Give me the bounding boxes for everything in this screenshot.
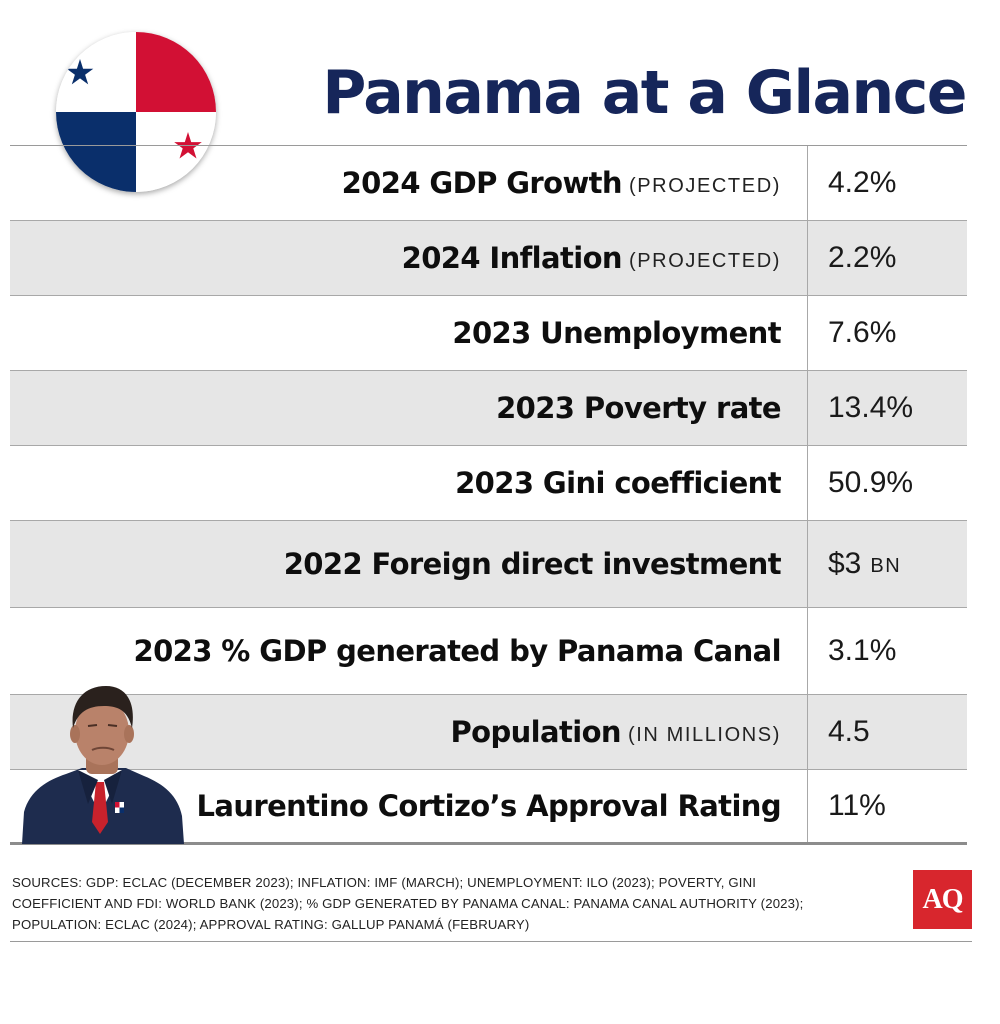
row-value-text: 2.2% (828, 241, 897, 274)
column-divider (807, 221, 808, 295)
row-value-text: 11% (828, 789, 886, 822)
row-label-note: (PROJECTED) (628, 249, 781, 272)
table-row: 2023 Unemployment 7.6% (10, 296, 967, 371)
aq-logo: AQ (913, 870, 972, 929)
table-row: 2023 Gini coefficient 50.9% (10, 446, 967, 521)
row-label: 2023 Poverty rate (496, 371, 782, 445)
row-value: 3.1% (828, 608, 896, 694)
row-label-text: 2024 GDP Growth (341, 166, 623, 200)
footer-rule (10, 941, 972, 942)
table-row: 2024 Inflation (PROJECTED) 2.2% (10, 221, 967, 296)
row-label-text: 2023 Unemployment (452, 316, 781, 350)
row-label: 2023 Gini coefficient (455, 446, 782, 520)
row-value-text: 7.6% (828, 316, 897, 349)
row-label: 2023 Unemployment (452, 296, 781, 370)
table-row: 2023 Poverty rate 13.4% (10, 371, 967, 446)
row-value-text: 4.5 (828, 715, 870, 748)
row-label-text: 2023 Poverty rate (496, 391, 782, 425)
row-label-text: 2023 Gini coefficient (455, 466, 782, 500)
row-value: 11% (828, 770, 886, 842)
row-value-text: $3 (828, 547, 862, 580)
row-label-text: 2023 % GDP generated by Panama Canal (133, 634, 782, 668)
column-divider (807, 446, 808, 520)
row-label: 2023 % GDP generated by Panama Canal (134, 608, 782, 694)
row-value: $3 BN (828, 521, 901, 607)
panama-flag-graphic (56, 32, 216, 192)
table-row: 2024 GDP Growth (PROJECTED) 4.2% (10, 146, 967, 221)
column-divider (807, 608, 808, 694)
cortizo-portrait (22, 684, 184, 844)
row-value: 2.2% (828, 221, 896, 295)
table-row: 2023 % GDP generated by Panama Canal 3.1… (10, 608, 967, 695)
row-value: 7.6% (828, 296, 896, 370)
column-divider (807, 371, 808, 445)
column-divider (807, 770, 808, 842)
row-label-text: 2024 Inflation (401, 241, 623, 275)
row-label: 2024 Inflation (PROJECTED) (402, 221, 781, 295)
table-row: 2022 Foreign direct investment $3 BN (10, 521, 967, 608)
row-value-text: 3.1% (828, 634, 897, 667)
row-label: Population (IN MILLIONS) (450, 695, 781, 769)
table-row: Laurentino Cortizo’s Approval Rating 11% (10, 770, 967, 842)
aq-logo-text: AQ (922, 883, 964, 915)
column-divider (807, 146, 808, 220)
panama-flag-icon (56, 32, 216, 192)
column-divider (807, 296, 808, 370)
row-value-unit: BN (870, 554, 902, 577)
row-label-text: Laurentino Cortizo’s Approval Rating (196, 789, 782, 823)
row-label-text: Population (450, 715, 621, 749)
table-row: Population (IN MILLIONS) 4.5 (10, 695, 967, 770)
stats-table: 2024 GDP Growth (PROJECTED) 4.2% 2024 In… (10, 145, 967, 845)
row-label-note: (IN MILLIONS) (627, 723, 781, 746)
row-value: 4.2% (828, 146, 896, 220)
row-value: 50.9% (828, 446, 913, 520)
row-value: 4.5 (828, 695, 870, 769)
row-label: 2022 Foreign direct investment (283, 521, 782, 607)
row-value-text: 4.2% (828, 166, 897, 199)
row-label-text: 2022 Foreign direct investment (283, 547, 782, 581)
table-bottom-rule (10, 842, 967, 845)
row-label-note: (PROJECTED) (628, 174, 781, 197)
row-value-text: 50.9% (828, 466, 914, 499)
sources-note: SOURCES: GDP: ECLAC (DECEMBER 2023); INF… (12, 875, 804, 932)
row-value-text: 13.4% (828, 391, 914, 424)
blue-star-icon (66, 59, 94, 85)
column-divider (807, 521, 808, 607)
table-top-rule (10, 145, 967, 146)
row-label: 2024 GDP Growth (PROJECTED) (342, 146, 781, 220)
column-divider (807, 695, 808, 769)
page-title: Panama at a Glance (322, 58, 967, 128)
portrait-graphic (22, 686, 184, 844)
row-label: Laurentino Cortizo’s Approval Rating (196, 770, 782, 842)
row-value: 13.4% (828, 371, 913, 445)
